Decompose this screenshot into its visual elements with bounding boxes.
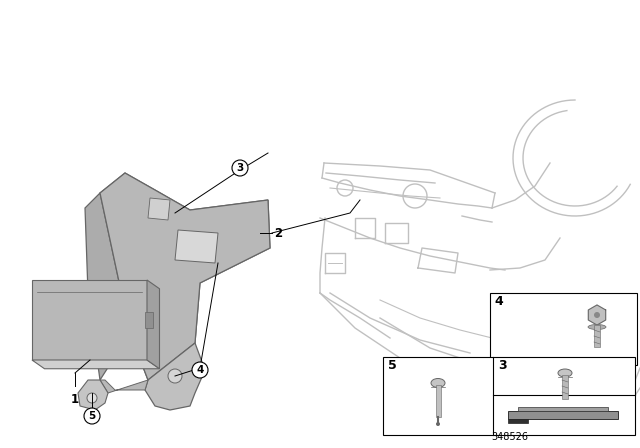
Text: 4: 4	[494, 295, 503, 308]
FancyBboxPatch shape	[518, 407, 608, 411]
Text: 348526: 348526	[492, 432, 529, 442]
FancyBboxPatch shape	[594, 325, 600, 347]
Polygon shape	[588, 305, 605, 325]
Circle shape	[87, 393, 97, 403]
Polygon shape	[145, 343, 205, 410]
Polygon shape	[100, 173, 270, 380]
Polygon shape	[32, 280, 147, 360]
Polygon shape	[85, 193, 130, 380]
Circle shape	[594, 312, 600, 318]
Polygon shape	[100, 173, 270, 380]
Polygon shape	[78, 380, 108, 410]
Text: 2: 2	[274, 227, 282, 240]
Ellipse shape	[431, 379, 445, 388]
FancyBboxPatch shape	[508, 419, 528, 423]
FancyBboxPatch shape	[435, 385, 440, 417]
Polygon shape	[175, 230, 218, 263]
Text: 4: 4	[196, 365, 204, 375]
Text: 1: 1	[71, 393, 79, 406]
FancyBboxPatch shape	[145, 312, 153, 328]
Text: 5: 5	[388, 359, 397, 372]
FancyBboxPatch shape	[508, 411, 618, 419]
FancyBboxPatch shape	[490, 293, 637, 365]
Text: 3: 3	[498, 359, 507, 372]
Polygon shape	[147, 280, 159, 369]
FancyBboxPatch shape	[383, 357, 635, 435]
Circle shape	[84, 408, 100, 424]
Polygon shape	[100, 380, 148, 393]
Ellipse shape	[588, 324, 606, 329]
Circle shape	[436, 422, 440, 426]
Circle shape	[168, 369, 182, 383]
FancyBboxPatch shape	[562, 375, 568, 399]
Polygon shape	[32, 360, 159, 369]
Polygon shape	[148, 198, 170, 220]
Text: 5: 5	[88, 411, 95, 421]
Circle shape	[192, 362, 208, 378]
Circle shape	[232, 160, 248, 176]
Ellipse shape	[558, 369, 572, 377]
Text: 3: 3	[236, 163, 244, 173]
